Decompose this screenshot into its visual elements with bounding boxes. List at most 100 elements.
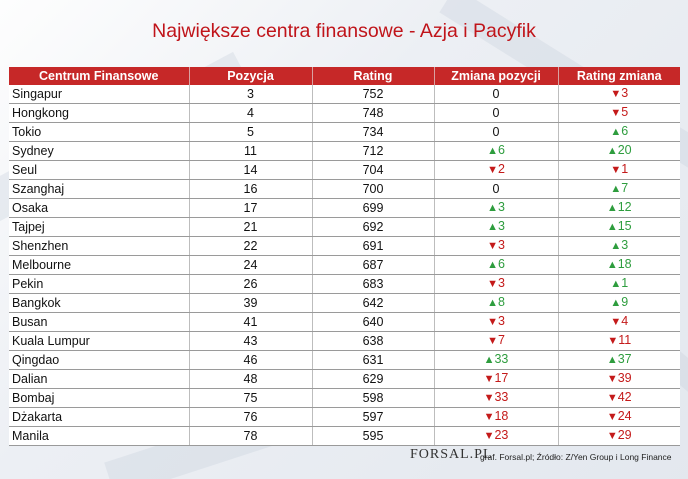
- arrow-up-icon: ▲: [606, 145, 618, 157]
- arrow-up-icon: ▲: [606, 259, 618, 271]
- position-change-cell: ▲3: [434, 198, 559, 218]
- rating-change-cell: ▼5: [558, 103, 680, 123]
- table-header-row: Centrum Finansowe Pozycja Rating Zmiana …: [9, 67, 680, 85]
- change-value: 6: [621, 124, 629, 138]
- rating-cell: 734: [312, 122, 435, 142]
- change-value: 18: [494, 409, 509, 423]
- rating-cell: 687: [312, 255, 435, 275]
- arrow-up-icon: ▲: [610, 278, 622, 290]
- rating-cell: 642: [312, 293, 435, 313]
- arrow-down-icon: ▼: [483, 373, 495, 385]
- column-header-city: Centrum Finansowe: [9, 67, 190, 85]
- rating-change-cell: ▲12: [558, 198, 680, 218]
- position-change-cell: 0: [434, 179, 559, 199]
- rating-cell: 640: [312, 312, 435, 332]
- table-row: Melbourne 24 687 ▲6 ▲18: [9, 255, 680, 275]
- position-change-cell: ▲8: [434, 293, 559, 313]
- position-change-cell: ▼18: [434, 407, 559, 427]
- arrow-down-icon: ▼: [487, 164, 498, 176]
- arrow-up-icon: ▲: [610, 126, 622, 138]
- rating-change-cell: ▼3: [558, 85, 680, 104]
- table-row: Shenzhen 22 691 ▼3 ▲3: [9, 236, 680, 256]
- arrow-up-icon: ▲: [606, 354, 618, 366]
- table-row: Busan 41 640 ▼3 ▼4: [9, 312, 680, 332]
- source-footer: graf. Forsal.pl; Źródło: Z/Yen Group i L…: [480, 452, 672, 462]
- column-header-rating: Rating: [312, 67, 435, 85]
- city-cell: Melbourne: [9, 255, 190, 275]
- table-row: Bombaj 75 598 ▼33 ▼42: [9, 388, 680, 408]
- arrow-up-icon: ▲: [487, 202, 498, 214]
- arrow-down-icon: ▼: [483, 392, 495, 404]
- change-value: 3: [621, 238, 629, 252]
- change-value: 1: [621, 162, 629, 176]
- change-value: 18: [617, 257, 632, 271]
- change-value: 33: [494, 352, 509, 366]
- arrow-down-icon: ▼: [610, 107, 622, 119]
- table-row: Bangkok 39 642 ▲8 ▲9: [9, 293, 680, 313]
- position-cell: 4: [189, 103, 313, 123]
- arrow-down-icon: ▼: [606, 411, 618, 423]
- city-cell: Bombaj: [9, 388, 190, 408]
- rating-change-cell: ▼39: [558, 369, 680, 389]
- rating-cell: 691: [312, 236, 435, 256]
- arrow-up-icon: ▲: [610, 240, 622, 252]
- arrow-up-icon: ▲: [606, 221, 618, 233]
- position-cell: 41: [189, 312, 313, 332]
- city-cell: Szanghaj: [9, 179, 190, 199]
- table-row: Seul 14 704 ▼2 ▼1: [9, 160, 680, 180]
- table-row: Dżakarta 76 597 ▼18 ▼24: [9, 407, 680, 427]
- rating-cell: 699: [312, 198, 435, 218]
- rating-cell: 692: [312, 217, 435, 237]
- position-cell: 48: [189, 369, 313, 389]
- change-value: 33: [494, 390, 509, 404]
- change-value: 0: [492, 124, 500, 139]
- position-cell: 24: [189, 255, 313, 275]
- arrow-down-icon: ▼: [606, 373, 618, 385]
- change-value: 3: [497, 238, 505, 252]
- rating-cell: 638: [312, 331, 435, 351]
- table-row: Pekin 26 683 ▼3 ▲1: [9, 274, 680, 294]
- change-value: 3: [621, 86, 629, 100]
- city-cell: Hongkong: [9, 103, 190, 123]
- rating-change-cell: ▲18: [558, 255, 680, 275]
- city-cell: Sydney: [9, 141, 190, 161]
- rating-cell: 597: [312, 407, 435, 427]
- arrow-down-icon: ▼: [610, 164, 622, 176]
- change-value: 39: [617, 371, 632, 385]
- city-cell: Kuala Lumpur: [9, 331, 190, 351]
- change-value: 0: [492, 86, 500, 101]
- position-change-cell: ▼3: [434, 312, 559, 332]
- position-change-cell: ▲6: [434, 255, 559, 275]
- rating-change-cell: ▲37: [558, 350, 680, 370]
- arrow-down-icon: ▼: [483, 430, 495, 442]
- change-value: 4: [621, 314, 629, 328]
- rating-cell: 598: [312, 388, 435, 408]
- change-value: 5: [621, 105, 629, 119]
- change-value: 7: [497, 333, 505, 347]
- position-change-cell: ▼7: [434, 331, 559, 351]
- city-cell: Pekin: [9, 274, 190, 294]
- position-change-cell: ▼3: [434, 274, 559, 294]
- column-header-position-change: Zmiana pozycji: [434, 67, 559, 85]
- city-cell: Manila: [9, 426, 190, 446]
- rating-change-cell: ▼4: [558, 312, 680, 332]
- rating-cell: 748: [312, 103, 435, 123]
- change-value: 0: [492, 105, 500, 120]
- position-cell: 43: [189, 331, 313, 351]
- arrow-up-icon: ▲: [487, 297, 498, 309]
- change-value: 37: [617, 352, 632, 366]
- column-header-position: Pozycja: [189, 67, 313, 85]
- position-cell: 75: [189, 388, 313, 408]
- position-change-cell: 0: [434, 122, 559, 142]
- position-cell: 5: [189, 122, 313, 142]
- rating-cell: 704: [312, 160, 435, 180]
- arrow-down-icon: ▼: [606, 392, 618, 404]
- position-cell: 17: [189, 198, 313, 218]
- position-cell: 21: [189, 217, 313, 237]
- city-cell: Tajpej: [9, 217, 190, 237]
- change-value: 3: [497, 200, 505, 214]
- table-row: Dalian 48 629 ▼17 ▼39: [9, 369, 680, 389]
- change-value: 17: [494, 371, 509, 385]
- table-row: Osaka 17 699 ▲3 ▲12: [9, 198, 680, 218]
- arrow-down-icon: ▼: [487, 335, 498, 347]
